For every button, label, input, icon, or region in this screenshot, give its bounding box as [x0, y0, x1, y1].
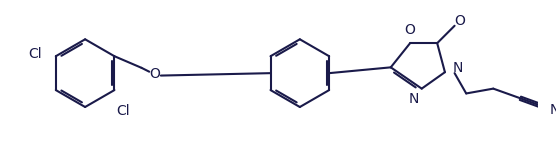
Text: N: N — [409, 93, 419, 106]
Text: Cl: Cl — [28, 47, 42, 61]
Text: Cl: Cl — [116, 104, 130, 118]
Text: O: O — [405, 23, 415, 37]
Text: N: N — [453, 61, 463, 75]
Text: N: N — [549, 103, 556, 117]
Text: O: O — [454, 14, 465, 28]
Text: O: O — [150, 67, 161, 81]
